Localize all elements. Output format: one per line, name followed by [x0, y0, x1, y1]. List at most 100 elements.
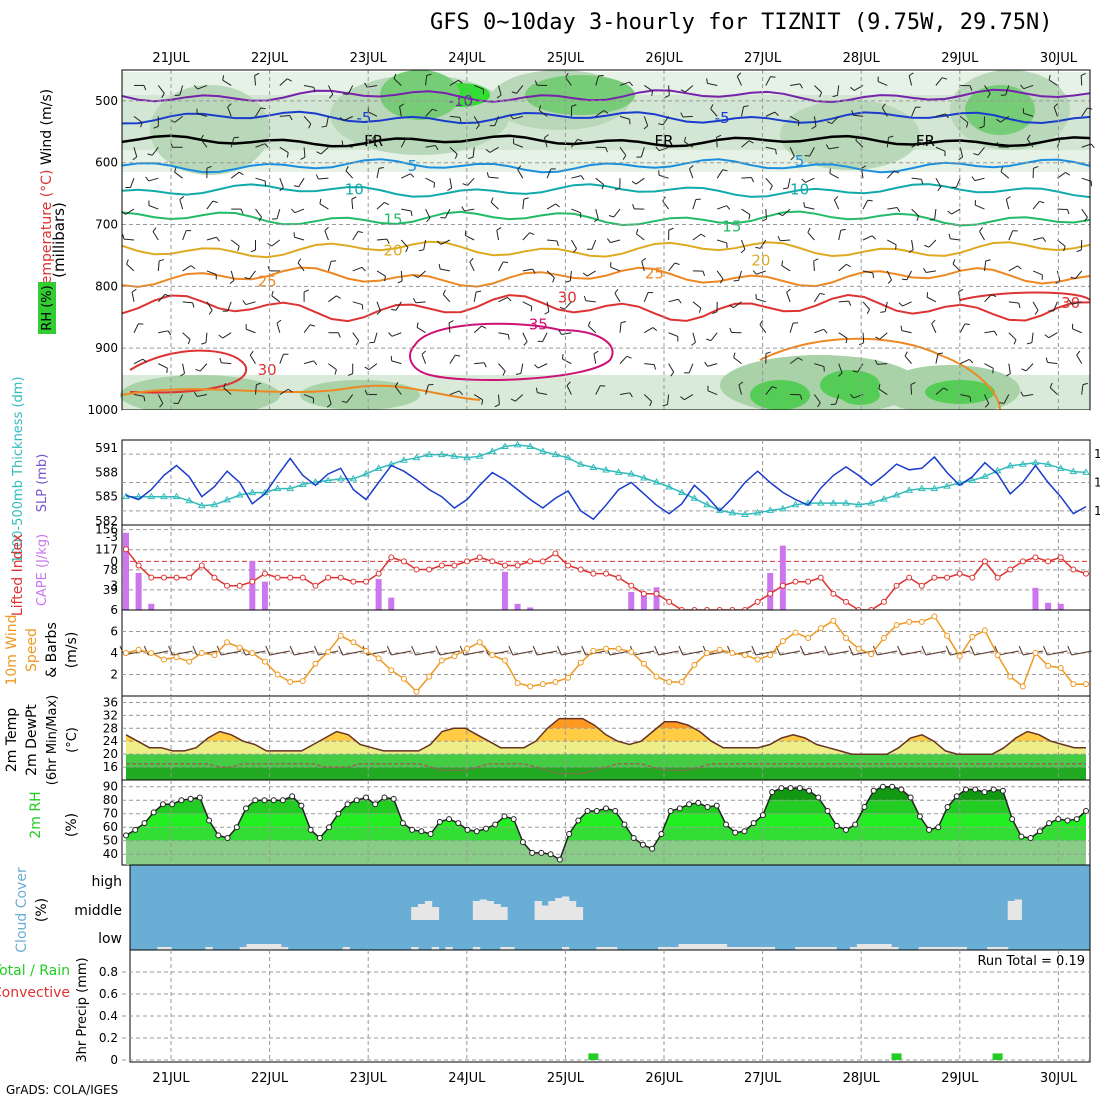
- wind-barb-flag: [748, 214, 751, 220]
- wind-speed-line-point: [843, 634, 849, 641]
- wind-barb-flag: [308, 123, 312, 129]
- cloud-low: [946, 947, 954, 950]
- lifted-index-line-point: [224, 582, 231, 589]
- wind-barb-flag: [509, 114, 514, 120]
- cloud-low: [932, 947, 940, 950]
- wind-speed-line-point: [678, 679, 685, 686]
- cloud-middle: [486, 901, 494, 920]
- wind-barb: [887, 239, 897, 246]
- contour-label: 5: [408, 157, 418, 175]
- wind-barb: [352, 231, 359, 241]
- rh-line-point: [252, 797, 259, 804]
- wind-barb: [619, 392, 630, 396]
- cloud-low: [253, 944, 261, 950]
- chart-title: GFS 0~10day 3-hourly for TIZNIT (9.75W, …: [430, 10, 1053, 35]
- wind-speed-line-point: [1070, 681, 1077, 688]
- wind-barb-flag: [193, 391, 198, 397]
- wind-barb-flag: [996, 118, 1001, 123]
- wind-speed-line-point: [906, 618, 913, 625]
- wind-barb-flag: [384, 276, 386, 282]
- wind-barb: [1076, 354, 1083, 364]
- tick-label: 585: [95, 490, 118, 504]
- wind-speed-line-point: [855, 645, 862, 652]
- wind-barb-flag: [152, 227, 157, 232]
- lifted-index-line-point: [375, 570, 382, 577]
- wind-barb: [449, 354, 456, 364]
- rh-band: [126, 813, 1086, 828]
- wind-barb: [515, 394, 524, 402]
- wind-barb: [733, 301, 742, 309]
- wind-barb: [303, 324, 311, 334]
- rh-axis-label-1: 2m RH: [28, 791, 44, 838]
- wind-barb: [294, 650, 315, 656]
- lifted-index-line-point: [969, 574, 976, 581]
- date-label-bottom: 21JUL: [152, 1071, 190, 1086]
- rh-line-point: [215, 832, 222, 839]
- wind-barb: [200, 138, 208, 148]
- wind-barb: [756, 298, 766, 303]
- tick-label: 1000: [87, 403, 118, 417]
- wind-barb: [538, 109, 548, 117]
- wind-axis-label-1: 10m Wind: [4, 614, 20, 685]
- wind-barb: [805, 177, 815, 183]
- wind-barb: [667, 394, 670, 405]
- wind-barb-flag: [126, 259, 129, 265]
- wind-barb: [254, 75, 256, 86]
- wind-barb: [619, 81, 630, 86]
- wind-barb: [294, 208, 305, 214]
- cape-tick-label: 156: [95, 523, 118, 537]
- wind-barb-flag: [475, 124, 480, 130]
- wind-barb: [1081, 208, 1088, 218]
- wind-barb-flag: [357, 231, 364, 233]
- wind-barb-flag: [652, 327, 658, 332]
- wind-barb-flag: [829, 168, 831, 174]
- wind-barb: [959, 147, 964, 158]
- wind-barb-flag: [769, 185, 773, 191]
- cloud-middle: [541, 905, 549, 920]
- cloud-middle: [1014, 899, 1022, 920]
- wind-barb-flag: [969, 85, 973, 91]
- wind-barb: [716, 137, 718, 148]
- tick-label: 0: [110, 554, 118, 568]
- contour-label: 25: [258, 272, 277, 290]
- wind-barb-flag: [468, 156, 474, 160]
- wind-speed-line-point: [400, 675, 407, 682]
- wind-barb-flag: [324, 226, 329, 232]
- wind-barb: [376, 202, 385, 210]
- wind-barb: [759, 239, 767, 249]
- rh-line-point: [630, 835, 637, 842]
- wind-barb: [1005, 85, 1010, 96]
- wind-barb-flag: [689, 165, 694, 170]
- wind-barb-flag: [195, 368, 201, 372]
- rh-line-point: [1064, 817, 1071, 824]
- wind-barb-flag: [343, 93, 349, 95]
- wind-barb: [682, 115, 693, 118]
- wind-barb-flag: [190, 265, 196, 270]
- cape-bar: [375, 579, 382, 610]
- wind-barb: [609, 650, 631, 656]
- wind-speed-line-point: [918, 618, 925, 625]
- wind-barb-flag: [603, 110, 609, 114]
- wind-barb-flag: [945, 645, 951, 656]
- wind-barb: [255, 107, 262, 117]
- wind-barb-flag: [131, 288, 137, 293]
- lifted-index-line-point: [615, 574, 622, 581]
- temp-axis-label-1: 2m Temp: [4, 708, 20, 772]
- wind-barb-flag: [300, 156, 306, 160]
- temp-contour-25-low: [121, 337, 1001, 411]
- precip-bar: [588, 1053, 599, 1060]
- wind-barb: [417, 270, 426, 278]
- lifted-index-line-point: [754, 598, 761, 605]
- rh-line-point: [399, 820, 406, 827]
- wind-barb: [738, 270, 742, 281]
- wind-barb-flag: [329, 94, 334, 99]
- wind-barb-flag: [223, 383, 227, 389]
- wind-barb: [222, 79, 232, 86]
- wind-barb: [449, 146, 458, 155]
- wind-barb: [425, 177, 435, 184]
- cloud-low: [562, 947, 570, 950]
- wind-barb-flag: [201, 342, 207, 345]
- wind-barb-flag: [649, 401, 653, 407]
- wind-barb: [733, 357, 742, 365]
- wind-barb: [1071, 301, 1082, 305]
